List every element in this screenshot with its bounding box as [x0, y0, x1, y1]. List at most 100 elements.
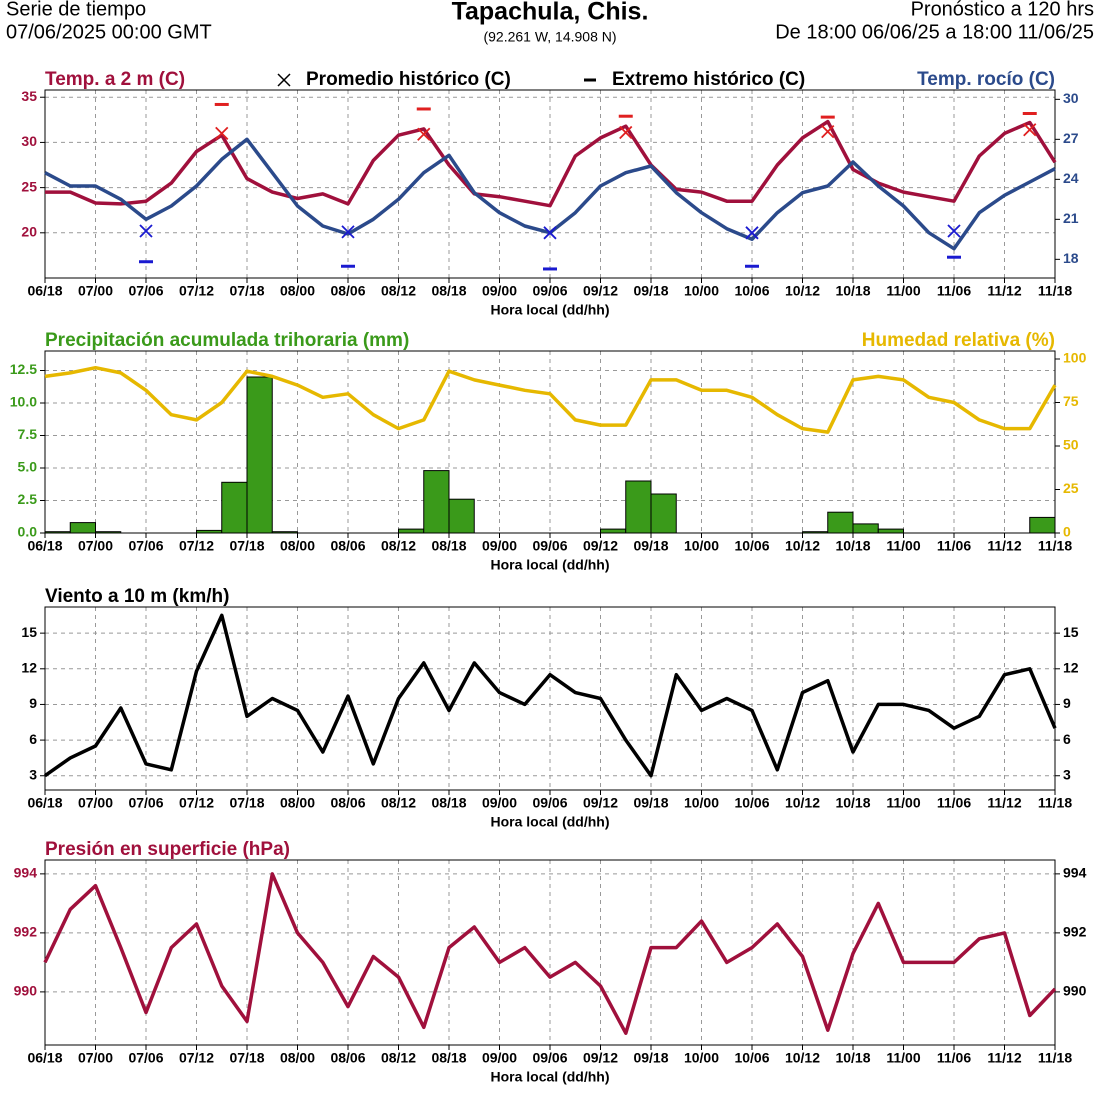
x-tick-label: 07/06 [128, 538, 163, 554]
x-tick-label: 10/00 [684, 795, 719, 811]
x-tick-label: 07/06 [128, 1050, 163, 1066]
header-left-2: 07/06/2025 00:00 GMT [6, 21, 212, 43]
y2-tick-label: 0 [1063, 524, 1071, 540]
series-title: Temp. a 2 m (C) [45, 69, 185, 90]
y2-tick-label: 50 [1063, 437, 1079, 453]
y2-tick-label: 100 [1063, 350, 1087, 366]
x-tick-label: 11/06 [937, 283, 971, 299]
x-tick-label: 11/06 [937, 795, 971, 811]
x-tick-label: 10/18 [835, 538, 870, 554]
x-tick-label: 08/18 [431, 283, 466, 299]
x-tick-label: 10/06 [734, 538, 769, 554]
x-tick-label: 11/00 [886, 283, 920, 299]
x-tick-label: 08/12 [381, 538, 416, 554]
y-tick-label: 990 [14, 983, 38, 999]
x-tick-label: 11/18 [1038, 795, 1072, 811]
x-tick-label: 09/18 [633, 1050, 668, 1066]
y2-tick-label: 18 [1063, 250, 1079, 266]
header-left-1: Serie de tiempo [6, 0, 146, 20]
x-tick-label: 08/06 [330, 283, 365, 299]
x-tick-label: 10/06 [734, 283, 769, 299]
x-tick-label: 08/00 [280, 795, 315, 811]
x-tick-label: 09/18 [633, 795, 668, 811]
series-title: Precipitación acumulada trihoraria (mm) [45, 330, 409, 351]
bar [196, 529, 223, 534]
y2-tick-label: 990 [1063, 983, 1087, 999]
y2-tick-label: 75 [1063, 393, 1079, 409]
y-tick-label: 5.0 [18, 459, 38, 475]
x-tick-label: 08/06 [330, 538, 365, 554]
bar [448, 498, 475, 534]
bar [44, 531, 71, 534]
y-tick-label: 9 [29, 695, 37, 711]
x-tick-label: 07/18 [229, 1050, 264, 1066]
x-tick-label: 06/18 [27, 795, 62, 811]
x-axis-label: Hora local (dd/hh) [491, 302, 610, 318]
x-tick-label: 06/18 [27, 1050, 62, 1066]
y2-tick-label: 25 [1063, 480, 1079, 496]
x-tick-label: 08/12 [381, 1050, 416, 1066]
x-tick-label: 10/18 [835, 1050, 870, 1066]
bar [852, 523, 879, 534]
x-tick-label: 07/12 [179, 795, 214, 811]
y-tick-label: 992 [14, 924, 38, 940]
y2-tick-label: 21 [1063, 210, 1079, 226]
x-tick-label: 10/06 [734, 1050, 769, 1066]
y-tick-label: 15 [21, 624, 37, 640]
x-tick-label: 09/00 [482, 283, 517, 299]
x-tick-label: 11/12 [987, 795, 1021, 811]
x-tick-label: 09/18 [633, 538, 668, 554]
y2-tick-label: 992 [1063, 924, 1087, 940]
y2-tick-label: 30 [1063, 90, 1079, 106]
x-tick-label: 09/12 [583, 538, 618, 554]
x-tick-label: 08/06 [330, 1050, 365, 1066]
x-tick-label: 07/06 [128, 795, 163, 811]
x-tick-label: 09/06 [532, 538, 567, 554]
plot-frame [44, 606, 1056, 791]
x-tick-label: 10/00 [684, 538, 719, 554]
x-tick-label: 10/18 [835, 795, 870, 811]
marker-x [619, 125, 633, 140]
y-tick-label: 7.5 [18, 426, 38, 442]
x-tick-label: 10/00 [684, 283, 719, 299]
y-tick-label: 30 [21, 133, 37, 149]
bar [95, 531, 122, 534]
y2-tick-label: 9 [1063, 695, 1071, 711]
y-tick-label: 10.0 [10, 394, 37, 410]
x-tick-label: 07/18 [229, 538, 264, 554]
y2-tick-label: 12 [1063, 659, 1079, 675]
x-tick-label: 09/00 [482, 538, 517, 554]
x-tick-label: 10/12 [785, 795, 820, 811]
x-tick-label: 10/12 [785, 1050, 820, 1066]
y-tick-label: 3 [29, 766, 37, 782]
x-tick-label: 09/00 [482, 1050, 517, 1066]
header-right-2: De 18:00 06/06/25 a 18:00 11/06/25 [775, 21, 1094, 43]
x-tick-label: 09/06 [532, 795, 567, 811]
x-tick-label: 07/00 [78, 538, 113, 554]
series-title: Humedad relativa (%) [862, 330, 1055, 351]
x-tick-label: 11/12 [987, 538, 1021, 554]
y-tick-label: 20 [21, 224, 37, 240]
x-tick-label: 07/12 [179, 1050, 214, 1066]
x-tick-label: 07/00 [78, 1050, 113, 1066]
marker-x [417, 127, 431, 141]
y-tick-label: 25 [21, 178, 37, 194]
bar [398, 528, 425, 534]
x-tick-label: 09/12 [583, 1050, 618, 1066]
line [45, 119, 1057, 208]
x-tick-label: 08/12 [381, 795, 416, 811]
marker-x [215, 126, 229, 141]
marker-x [341, 225, 355, 239]
x-tick-label: 08/00 [280, 283, 315, 299]
x-tick-label: 11/18 [1038, 538, 1072, 554]
series-title: Presión en superficie (hPa) [45, 839, 290, 860]
x-axis-label: Hora local (dd/hh) [491, 814, 610, 830]
x-tick-label: 06/18 [27, 283, 62, 299]
x-tick-label: 07/12 [179, 538, 214, 554]
legend-symbol [277, 73, 291, 87]
bar [271, 531, 298, 534]
x-tick-label: 08/12 [381, 283, 416, 299]
y-tick-label: 12.5 [10, 361, 37, 377]
y-tick-label: 2.5 [18, 491, 38, 507]
